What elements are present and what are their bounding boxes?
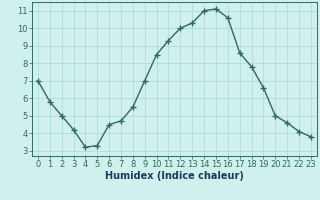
X-axis label: Humidex (Indice chaleur): Humidex (Indice chaleur) [105, 171, 244, 181]
